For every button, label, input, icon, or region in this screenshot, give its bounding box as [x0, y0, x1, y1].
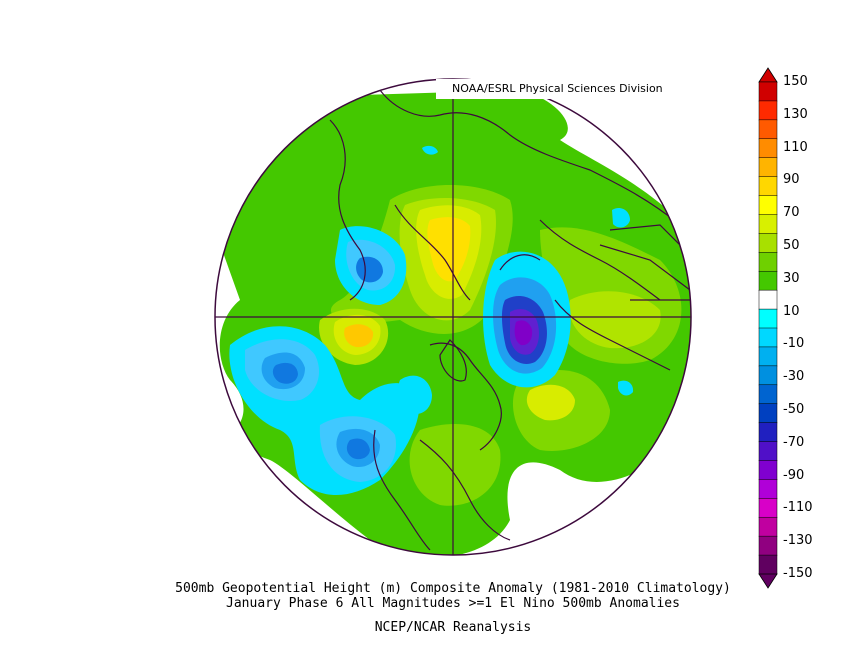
negative-anomaly-region — [618, 380, 634, 396]
anomaly-field — [215, 79, 691, 555]
colorbar-swatch — [758, 195, 778, 216]
negative-anomaly-region — [272, 362, 298, 384]
colorbar-min-arrow — [758, 573, 778, 589]
coastline — [419, 439, 511, 541]
colorbar-swatch — [758, 100, 778, 121]
colorbar-swatch — [758, 554, 778, 575]
caption-title: 500mb Geopotential Height (m) Composite … — [175, 581, 731, 596]
negative-anomaly-region — [398, 375, 432, 415]
colorbar-tick-label: 110 — [783, 139, 808, 155]
colorbar-tick-label: -150 — [783, 566, 813, 581]
colorbar-tick-label: -70 — [783, 434, 805, 450]
negative-anomaly-region — [346, 438, 370, 460]
colorbar-tick-label: -10 — [783, 336, 805, 352]
colorbar-max-arrow — [758, 67, 778, 83]
coastline — [599, 244, 691, 291]
negative-anomaly-region — [514, 320, 533, 346]
colorbar-swatch — [758, 535, 778, 556]
colorbar-swatch — [758, 119, 778, 140]
colorbar-swatch — [758, 422, 778, 443]
negative-anomaly-region — [422, 145, 438, 155]
colorbar-scale — [758, 67, 778, 589]
coastlines — [329, 89, 691, 551]
colorbar-tick-label: -110 — [783, 500, 813, 516]
coastline — [499, 254, 541, 271]
colorbar-tick-label: 50 — [783, 238, 800, 253]
coastline — [373, 429, 431, 551]
colorbar-tick-label: 10 — [783, 303, 800, 319]
coastline — [609, 224, 686, 251]
colorbar-swatch — [758, 403, 778, 424]
coastline — [554, 299, 671, 371]
negative-anomaly-region — [612, 208, 630, 228]
colorbar-swatch — [758, 308, 778, 329]
colorbar-tick-label: -30 — [783, 369, 805, 385]
colorbar-swatch — [758, 214, 778, 234]
colorbar-swatch — [758, 138, 778, 159]
negative-anomaly-region — [356, 256, 383, 283]
colorbar-swatch — [758, 479, 778, 499]
credit-label: NOAA/ESRL Physical Sciences Division — [436, 79, 690, 99]
colorbar-swatch — [758, 176, 778, 197]
colorbar-swatch — [758, 384, 778, 405]
colorbar-swatch — [758, 498, 778, 518]
colorbar-tick-label: 90 — [783, 172, 800, 188]
colorbar: 150 130 110 90 70 50 30 10 -10 -30 -50 -70 -90 -110 -1… — [758, 66, 847, 596]
caption-source: NCEP/NCAR Reanalysis — [374, 620, 532, 635]
colorbar-tick-label: 70 — [783, 205, 800, 221]
colorbar-swatch — [758, 157, 778, 178]
coastline — [379, 89, 681, 226]
colorbar-tick-label: 30 — [783, 270, 800, 286]
colorbar-swatch — [758, 346, 778, 367]
colorbar-swatch — [758, 81, 778, 102]
coastline — [329, 119, 366, 301]
colorbar-swatch — [758, 441, 778, 462]
positive-anomaly-region — [409, 424, 501, 506]
colorbar-tick-label: 130 — [783, 106, 808, 122]
colorbar-tick-label: -50 — [783, 402, 805, 417]
positive-anomaly-region — [526, 384, 575, 421]
colorbar-swatch — [758, 252, 778, 272]
positive-anomaly-region — [344, 324, 374, 348]
colorbar-swatch — [758, 233, 778, 253]
colorbar-tick-label: -90 — [783, 467, 805, 483]
colorbar-swatch — [758, 460, 778, 480]
colorbar-swatch — [758, 270, 778, 291]
positive-anomaly-region — [427, 217, 471, 282]
colorbar-swatch — [758, 289, 778, 310]
colorbar-tick-label: 150 — [783, 74, 808, 89]
coastline — [394, 204, 471, 301]
colorbar-swatch — [758, 365, 778, 386]
caption-subtitle: January Phase 6 All Magnitudes >=1 El Ni… — [226, 596, 680, 611]
colorbar-swatch — [758, 516, 778, 537]
coastline — [539, 219, 661, 301]
colorbar-tick-label: -130 — [783, 533, 813, 549]
colorbar-swatch — [758, 327, 778, 348]
coastline — [439, 339, 467, 382]
coastline — [429, 342, 502, 451]
positive-anomaly-region — [569, 291, 661, 349]
